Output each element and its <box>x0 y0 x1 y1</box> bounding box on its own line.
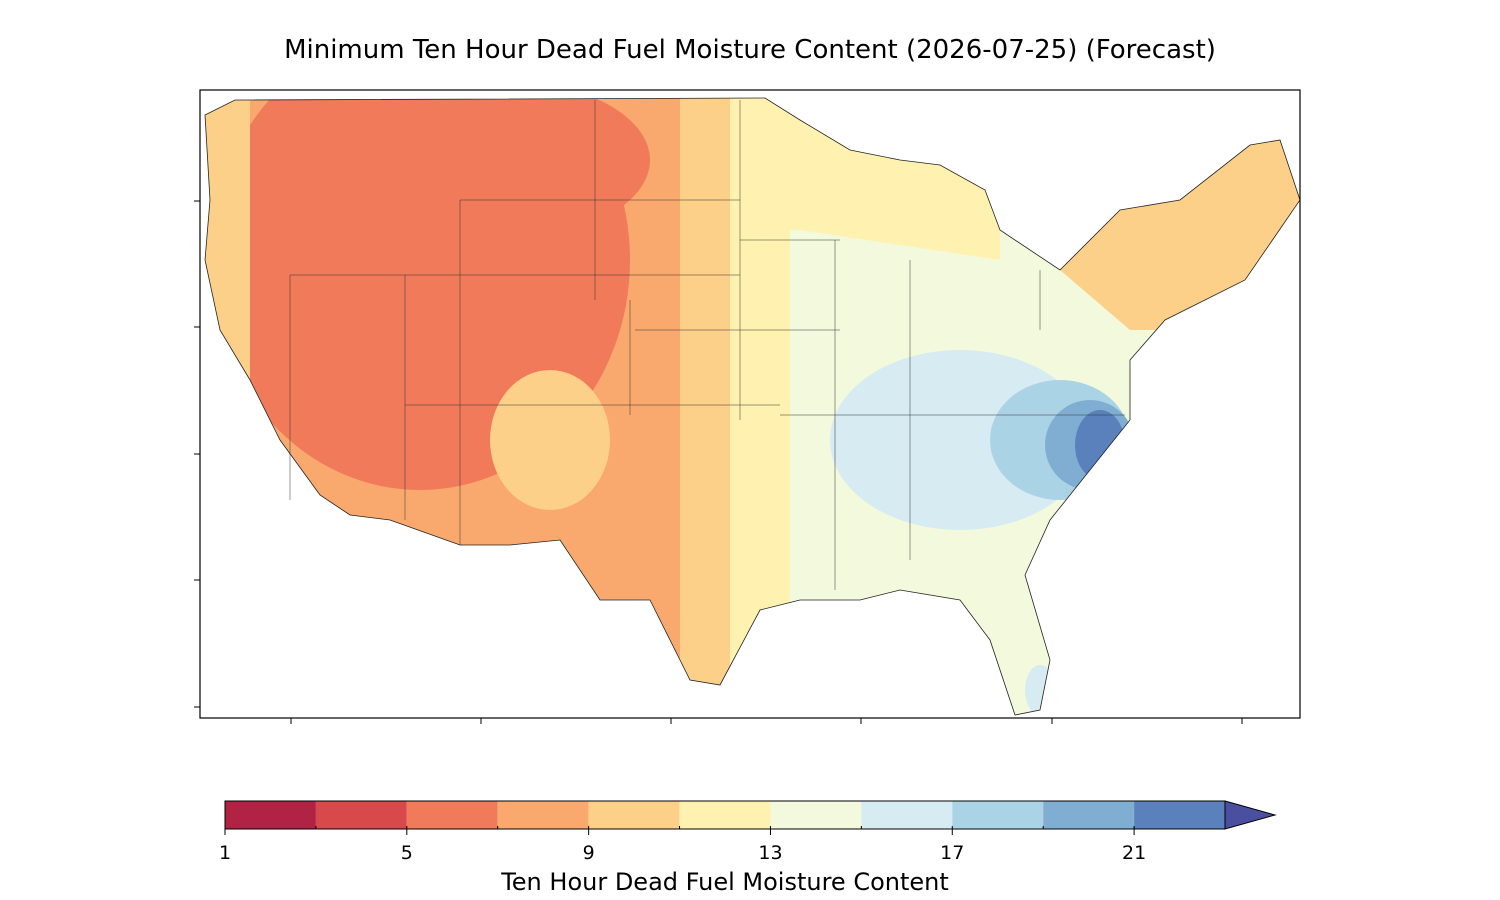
colorbar-bin <box>1043 801 1135 829</box>
colorbar-label: Ten Hour Dead Fuel Moisture Content <box>500 868 949 896</box>
colorbar-bin <box>952 801 1044 829</box>
colorbar-bin <box>1134 801 1225 829</box>
frame-ticks <box>194 200 1243 724</box>
colorbar-tick-label: 1 <box>219 842 231 864</box>
colorbar-bin <box>225 801 316 829</box>
us-outline <box>204 97 1301 716</box>
map-fill <box>205 98 1300 715</box>
colorbar-tick-label: 13 <box>758 842 782 864</box>
colorbar-bin <box>497 801 589 829</box>
colorbar-extend <box>1224 800 1277 830</box>
map-frame <box>199 89 1301 719</box>
colorbar-bin <box>679 801 771 829</box>
colorbar-tick-label: 5 <box>401 842 413 864</box>
colorbar: 1 5 9 13 17 21 <box>219 800 1277 864</box>
state-lines <box>289 100 1125 590</box>
colorbar-bin <box>588 801 680 829</box>
colorbar-tick-label: 21 <box>1122 842 1146 864</box>
colorbar-bin <box>406 801 498 829</box>
colorbar-bin <box>861 801 953 829</box>
colorbar-bin <box>770 801 862 829</box>
map-title: Minimum Ten Hour Dead Fuel Moisture Cont… <box>284 35 1216 65</box>
colorbar-tick-label: 17 <box>940 842 964 864</box>
colorbar-bin <box>315 801 407 829</box>
colorbar-tick-label: 9 <box>583 842 595 864</box>
colorbar-frame <box>224 800 1226 830</box>
